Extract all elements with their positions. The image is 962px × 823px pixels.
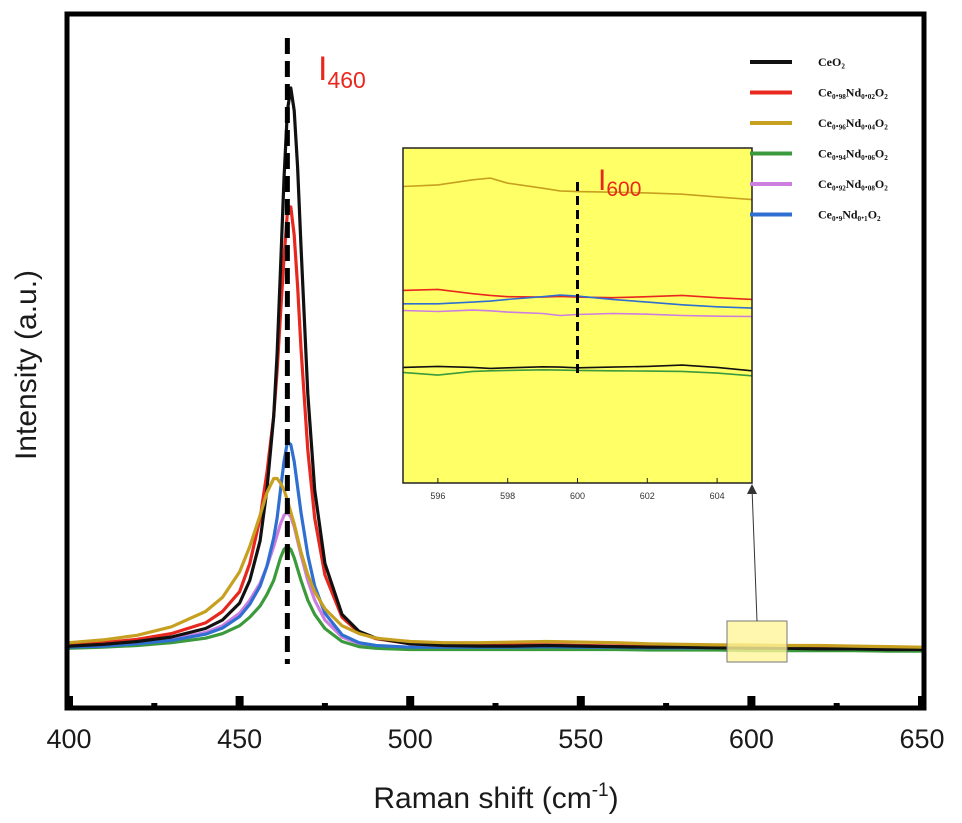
inset-line-series-5: [403, 294, 753, 309]
legend-label-series-4: Ce₀.₉₂Nd₀.₀₈O₂: [818, 177, 888, 191]
x-axis-ticks: 400 450 500 550 600 650: [46, 696, 945, 754]
legend-label-series-2: Ce₀.₉₆Nd₀.₀₄O₂: [818, 116, 888, 130]
inset-tick-label-598: 598: [500, 491, 515, 501]
line-series-3: [68, 544, 922, 653]
line-series-0: [68, 86, 922, 652]
x-tick-label-400: 400: [46, 724, 91, 754]
i600-annotation-sub: 600: [606, 178, 641, 201]
i600-annotation: I600: [598, 164, 641, 201]
inset-plot-area: [402, 177, 753, 378]
inset-x-ticks: 596 598 600 602 604: [430, 478, 725, 501]
zoom-connector-arrowhead: [747, 484, 757, 494]
i460-annotation: I460: [318, 50, 366, 93]
y-axis-title: Intensity (a.u.): [10, 270, 43, 460]
legend-label-series-5: Ce₀.₉Nd₀.₁O₂: [818, 208, 881, 222]
x-tick-mark-600: [747, 696, 756, 706]
x-tick-mark-500: [406, 696, 415, 706]
inset-tick-label-596: 596: [430, 491, 445, 501]
inset-line-series-4: [402, 309, 753, 318]
x-axis-title: Raman shift (cm-1): [373, 780, 618, 815]
inset-tick-label-604: 604: [710, 491, 725, 501]
x-axis-title-sup: -1: [592, 780, 609, 801]
zoom-connector-line: [751, 487, 758, 622]
inset-line-series-0: [402, 364, 753, 372]
line-series-2: [68, 476, 923, 649]
x-tick-mark-450: [235, 696, 244, 706]
inset-tick-label-600: 600: [570, 491, 585, 501]
i600-annotation-main: I: [598, 164, 606, 197]
zoom-region-box: [726, 620, 788, 663]
x-tick-label-450: 450: [217, 724, 262, 754]
legend-label-series-0: CeO₂: [818, 55, 845, 69]
inset-line-series-2: [402, 177, 753, 201]
x-minor-tick-475: [321, 703, 328, 707]
x-tick-label-500: 500: [388, 724, 433, 754]
legend-label-series-3: Ce₀.₉₄Nd₀.₀₆O₂: [818, 147, 888, 161]
inset-line-series-3: [402, 368, 753, 377]
legend: CeO₂ Ce₀.₉₈Nd₀.₀₂O₂ Ce₀.₉₆Nd₀.₀₄O₂ Ce₀.₉₄Nd…: [750, 55, 888, 222]
x-minor-tick-525: [492, 703, 499, 707]
x-tick-mark-400: [65, 696, 73, 706]
x-minor-tick-425: [151, 703, 158, 707]
x-axis-title-close: ): [609, 782, 619, 815]
inset-tick-label-602: 602: [640, 491, 655, 501]
plot-frame: [64, 11, 927, 711]
x-tick-label-550: 550: [558, 724, 603, 754]
x-minor-tick-575: [663, 703, 670, 707]
inset-line-series-1: [402, 288, 753, 301]
x-tick-mark-550: [576, 696, 585, 706]
x-tick-mark-650: [918, 696, 926, 706]
legend-label-series-1: Ce₀.₉₈Nd₀.₀₂O₂: [818, 86, 888, 100]
x-minor-tick-625: [833, 703, 840, 707]
x-tick-label-600: 600: [729, 724, 774, 754]
main-plot-area: [68, 38, 923, 664]
i460-annotation-main: I: [318, 50, 327, 88]
i460-annotation-sub: 460: [327, 67, 365, 93]
x-axis-title-main: Raman shift (cm: [373, 782, 591, 815]
x-tick-label-650: 650: [899, 724, 944, 754]
